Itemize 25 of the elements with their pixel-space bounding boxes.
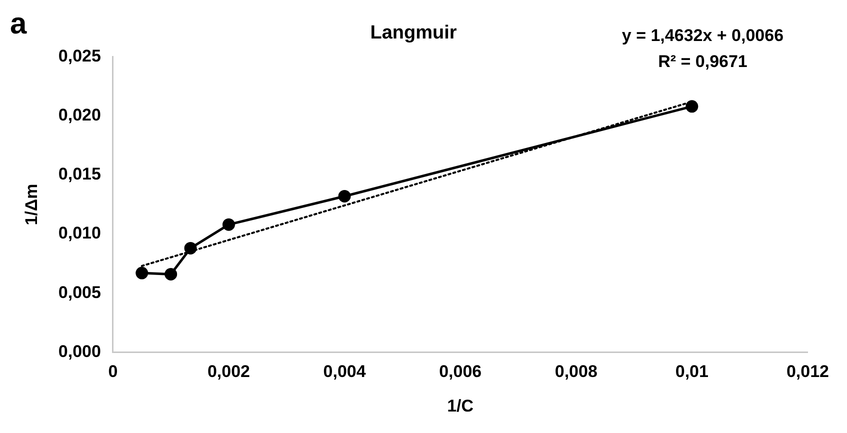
point xyxy=(686,100,698,113)
x-tick-label: 0,002 xyxy=(207,362,250,382)
y-tick-label: 0,025 xyxy=(58,46,101,66)
y-tick-label: 0,005 xyxy=(58,282,101,302)
text: y = 1,4632x + 0,0066 xyxy=(622,26,784,46)
x-tick-label: 0,006 xyxy=(439,362,482,382)
x-tick-label: 0 xyxy=(108,362,118,382)
chart-title: Langmuir xyxy=(370,22,458,44)
point xyxy=(222,218,235,231)
x-tick-label: 0,012 xyxy=(786,362,830,382)
x-axis-title: 1/C xyxy=(447,396,474,416)
y-tick-label: 0,000 xyxy=(58,342,101,361)
y-tick-label: 0,020 xyxy=(58,106,101,125)
text: a xyxy=(10,7,27,40)
point xyxy=(136,266,148,280)
annotation: R² = 0,9671 xyxy=(658,52,748,72)
y-axis-title: 1/Δm xyxy=(22,184,41,226)
x-tick-label: 0,008 xyxy=(554,362,598,382)
point xyxy=(338,190,351,202)
y-tick-label: 0,015 xyxy=(58,164,101,184)
point xyxy=(184,242,197,254)
x-tick-label: 0,01 xyxy=(675,362,708,382)
y-tick-label: 0,010 xyxy=(58,224,101,243)
x-tick-label: 0,004 xyxy=(323,362,366,382)
point xyxy=(164,268,178,280)
